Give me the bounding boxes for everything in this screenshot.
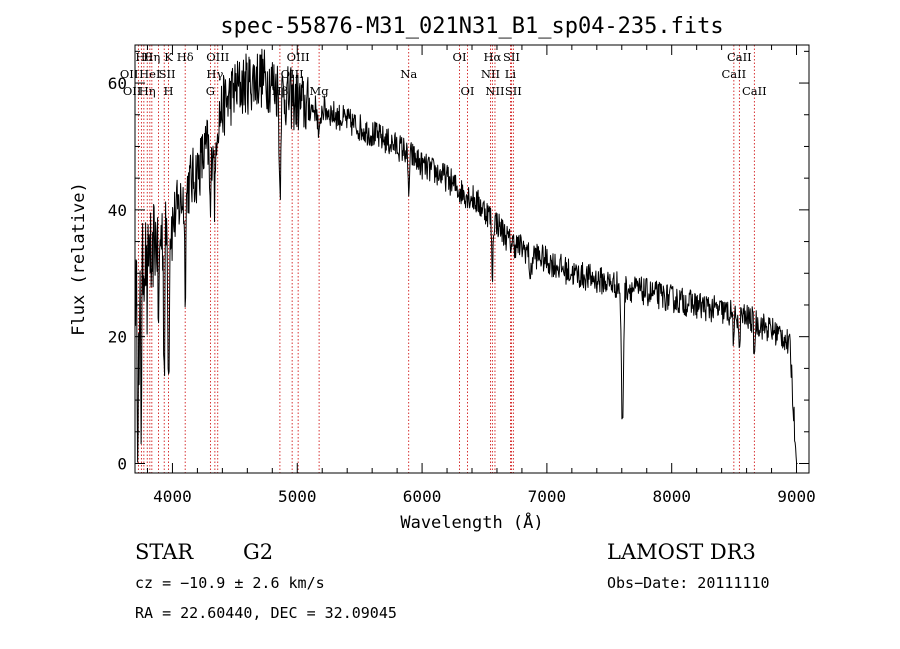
line-marker-label: OI (453, 50, 467, 64)
line-marker-label: OIII (206, 50, 229, 64)
y-tick-label: 0 (117, 454, 127, 473)
x-tick-label: 4000 (153, 487, 192, 506)
line-marker-label: G (206, 84, 215, 98)
redshift-text: cz = −10.9 ± 2.6 km/s (135, 574, 325, 592)
line-marker-label: CaII (742, 84, 767, 98)
line-marker-label: Hγ (206, 67, 223, 81)
line-marker-label: Na (400, 67, 417, 81)
object-class: STAR (135, 540, 194, 564)
line-marker-label: CaII (721, 67, 746, 81)
line-marker-label: NII (481, 67, 500, 81)
obs-date-text: Obs−Date: 20111110 (607, 574, 770, 592)
y-axis-ticks: 0 20 40 60 (108, 50, 809, 473)
line-marker-label: OIII (281, 67, 304, 81)
plot-frame (134, 44, 810, 474)
spectrum-line (135, 48, 798, 464)
coordinates-text: RA = 22.60440, DEC = 32.09045 (135, 604, 397, 622)
line-marker-label: K (164, 50, 173, 64)
line-marker-label: H (164, 84, 174, 98)
line-marker-label: OII (123, 84, 142, 98)
object-subclass: G2 (243, 540, 274, 564)
y-tick-label: 20 (108, 328, 127, 347)
line-marker-label: Hη (143, 50, 160, 64)
line-marker-label: Li (505, 67, 517, 81)
line-marker-label: SII (503, 50, 520, 64)
line-marker-label: OI (461, 84, 475, 98)
line-marker-label: OIII (287, 50, 310, 64)
survey-name: LAMOST DR3 (607, 540, 756, 564)
chart-title: spec-55876-M31_021N31_B1_sp04-235.fits (220, 14, 723, 39)
line-marker-label: NII (485, 84, 504, 98)
line-marker-label: Hδ (177, 50, 194, 64)
x-tick-label: 8000 (652, 487, 691, 506)
y-tick-label: 60 (108, 74, 127, 93)
line-marker-label: SII (159, 67, 176, 81)
line-marker-label: SII (505, 84, 522, 98)
x-tick-label: 5000 (278, 487, 317, 506)
line-marker-label: CaII (727, 50, 752, 64)
y-tick-label: 40 (108, 201, 127, 220)
line-marker-label: Hη (139, 84, 156, 98)
line-marker-label: Hθ (135, 50, 152, 64)
line-marker-label: Mg (310, 84, 330, 98)
line-marker-label: Hα (483, 50, 501, 64)
x-tick-label: 7000 (528, 487, 567, 506)
y-axis-label: Flux (relative) (69, 182, 89, 336)
x-tick-label: 9000 (777, 487, 816, 506)
spectral-line-labels: OIIOIIHθHηHeIHηSIIKHHδGHγOIIIHβOIIIOIIIM… (120, 50, 767, 98)
x-axis-ticks: 4000 5000 6000 7000 8000 9000 (146, 45, 816, 506)
line-marker-label: OII (120, 67, 139, 81)
line-marker-label: HeI (139, 67, 160, 81)
x-tick-label: 6000 (403, 487, 442, 506)
x-axis-label: Wavelength (Å) (400, 511, 543, 533)
